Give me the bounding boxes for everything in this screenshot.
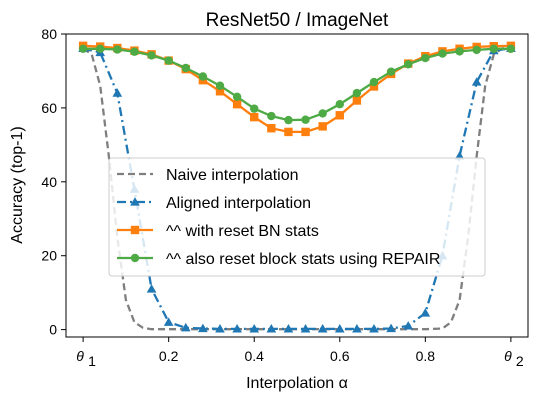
data-point	[454, 151, 465, 160]
data-point	[369, 77, 379, 87]
data-point	[318, 122, 327, 131]
x-tick-label: 0.6	[330, 348, 350, 364]
data-point	[420, 308, 431, 317]
x-tick-label: θ	[76, 348, 84, 364]
data-point	[471, 77, 482, 86]
data-point	[112, 88, 123, 97]
data-point	[369, 324, 379, 333]
data-point	[215, 81, 225, 90]
data-point	[369, 82, 379, 91]
data-point	[386, 323, 396, 333]
data-point	[283, 324, 294, 333]
data-point	[232, 100, 242, 109]
data-point	[232, 324, 242, 333]
series-3	[78, 44, 516, 125]
data-point	[198, 72, 208, 81]
x-axis-ticks: θ 1 0.2 0.4 0.6 0.8 θ 2	[76, 337, 524, 369]
data-point	[164, 56, 173, 65]
data-point	[403, 321, 414, 330]
x-tick-label: 0.8	[416, 348, 436, 364]
data-point	[386, 67, 396, 76]
data-point	[318, 109, 327, 118]
series-line	[83, 47, 511, 122]
data-point	[215, 324, 225, 333]
legend-item: Naive interpolation	[117, 167, 299, 184]
data-point	[301, 115, 310, 124]
series-0	[82, 47, 511, 331]
data-point	[215, 87, 225, 96]
data-point	[267, 111, 276, 121]
data-point	[147, 51, 156, 60]
y-tick-label: 60	[41, 100, 57, 116]
data-point	[266, 324, 277, 333]
y-axis-label: Accuracy (top-1)	[9, 126, 26, 243]
data-point	[335, 111, 344, 120]
x-tick-subscript: 1	[88, 353, 96, 369]
legend: Naive interpolation Aligned interpolation…	[108, 157, 486, 277]
data-point	[130, 47, 139, 56]
legend-marker	[130, 197, 140, 206]
legend-marker	[130, 225, 140, 235]
data-point	[232, 92, 242, 102]
y-tick-label: 80	[41, 26, 57, 42]
plot-area-frame	[65, 33, 529, 338]
chart-title: ResNet50 / ImageNet	[206, 10, 389, 31]
data-point	[300, 324, 311, 333]
y-tick-label: 40	[41, 174, 57, 190]
data-point	[352, 96, 362, 105]
data-point	[421, 53, 430, 63]
data-point	[455, 47, 464, 56]
y-tick-label: 20	[41, 248, 57, 264]
y-axis-ticks: 0 20 40 60 80	[41, 26, 66, 338]
data-point	[198, 323, 208, 333]
data-point	[163, 317, 174, 326]
data-point	[181, 63, 190, 73]
data-point	[284, 127, 293, 137]
y-tick-label: 0	[49, 322, 57, 338]
x-tick-label: 0.4	[244, 348, 264, 364]
data-point	[249, 324, 260, 333]
legend-label: Aligned interpolation	[166, 195, 311, 212]
data-point	[250, 112, 259, 122]
data-point	[438, 49, 447, 58]
legend-box	[108, 157, 486, 277]
data-point	[352, 324, 362, 333]
x-axis-label: Interpolation α	[246, 375, 348, 392]
data-point	[180, 322, 191, 332]
legend-item: ^^ also reset block stats using REPAIR	[117, 251, 440, 268]
data-point	[489, 44, 498, 53]
data-point	[267, 124, 276, 133]
data-point	[78, 44, 88, 53]
x-tick-label: θ	[504, 348, 512, 364]
data-point	[352, 88, 362, 98]
legend-label: Naive interpolation	[166, 167, 299, 184]
data-point	[96, 44, 105, 53]
legend-marker	[130, 253, 140, 263]
series-2	[78, 41, 516, 137]
data-point	[284, 115, 293, 125]
data-point	[113, 45, 122, 54]
data-point	[404, 60, 413, 69]
data-point	[335, 100, 344, 109]
data-point	[250, 104, 259, 113]
legend-item: ^^ with reset BN stats	[117, 223, 319, 240]
data-point	[334, 324, 345, 333]
x-tick-label: 0.2	[159, 348, 179, 364]
legend-label: ^^ also reset block stats using REPAIR	[166, 251, 440, 268]
data-point	[472, 45, 481, 55]
data-point	[317, 324, 328, 333]
series-line	[82, 47, 511, 331]
legend-label: ^^ with reset BN stats	[166, 223, 319, 240]
data-point	[301, 127, 310, 137]
x-tick-subscript: 2	[516, 353, 524, 369]
data-point	[146, 284, 157, 293]
data-point	[506, 44, 516, 53]
legend-item: Aligned interpolation	[117, 195, 311, 212]
